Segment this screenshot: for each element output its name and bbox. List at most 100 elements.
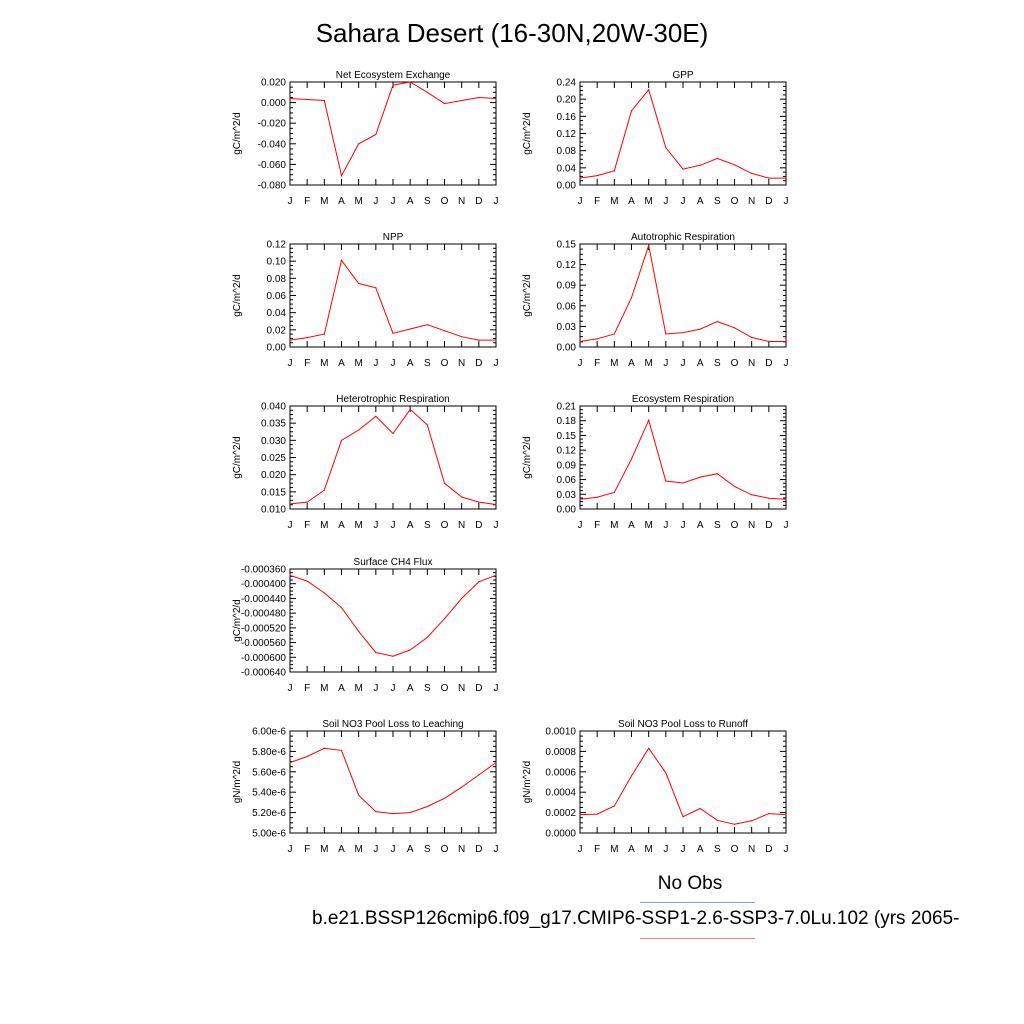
x-tick-label: A [407,358,414,369]
x-tick-label: N [748,358,755,369]
x-tick-label: S [714,196,721,207]
chart-panel: NPP gC/m^2/d 0.00 0.02 0.04 0.06 0.08 0.10 0.12 J… [232,232,499,369]
x-tick-label: O [441,358,449,369]
x-tick-label: A [628,844,635,855]
data-point [785,814,787,816]
y-tick-label: 0.04 [267,308,287,319]
data-point [682,168,684,170]
chart-panel: GPP gC/m^2/d 0.00 0.04 0.08 0.12 0.16 0.20 0.24 J… [522,70,789,207]
data-point [478,339,480,341]
x-tick-label: D [765,844,772,855]
data-point [340,607,343,609]
data-point [289,503,291,505]
plot-frame [289,243,497,348]
data-point [426,424,428,426]
y-axis-label: gN/m^2/d [522,761,533,804]
y-tick-label: 0.04 [557,163,577,174]
data-point [306,755,308,758]
x-tick-label: J [663,520,668,531]
chart-title: Ecosystem Respiration [632,394,734,405]
x-tick-label: J [373,520,378,531]
x-tick-label: S [714,358,721,369]
data-point [495,339,497,341]
data-point [768,497,770,499]
x-tick-label: A [628,358,635,369]
data-point [409,812,411,814]
data-point [426,91,428,93]
x-tick-label: D [475,844,482,855]
data-point [306,98,308,101]
x-tick-label: F [304,683,310,694]
chart-title: Net Ecosystem Exchange [336,70,451,81]
plot-frame [579,730,787,834]
data-point [768,177,770,179]
x-tick-label: D [765,358,772,369]
data-point [648,89,650,91]
y-tick-label: -0.040 [258,139,287,150]
x-tick-label: D [475,196,482,207]
data-point [478,501,480,503]
x-tick-label: A [338,683,345,694]
y-tick-label: 0.0008 [545,747,576,758]
x-tick-label: J [391,520,396,531]
x-tick-label: D [765,196,772,207]
y-tick-label: 0.06 [267,291,287,302]
data-point [461,496,463,498]
data-point [375,287,377,289]
y-tick-label: 0.015 [261,487,286,498]
y-tick-label: 0.020 [261,78,286,89]
x-tick-label: J [373,844,378,855]
data-point [323,333,325,335]
x-tick-label: M [320,844,328,855]
x-tick-label: S [424,358,431,369]
legend-model-line [640,938,755,939]
y-tick-label: 6.00e-6 [252,727,286,738]
x-tick-label: J [663,196,668,207]
x-tick-label: D [765,520,772,531]
y-tick-label: -0.000400 [241,579,286,590]
x-tick-label: O [441,844,449,855]
y-tick-label: 0.025 [261,453,286,464]
x-tick-label: M [354,358,362,369]
y-tick-label: 0.20 [557,95,577,106]
data-point [613,333,615,335]
data-point [699,807,701,810]
chart-panel: Ecosystem Respiration gC/m^2/d 0.00 0.03 0.0… [522,394,789,531]
x-tick-label: J [681,196,686,207]
x-tick-label: A [697,196,704,207]
x-tick-label: S [424,683,431,694]
y-tick-label: 0.03 [557,490,577,501]
y-tick-label: -0.000480 [241,609,286,620]
series-line [579,243,786,342]
data-point [323,747,325,749]
data-point [630,110,633,112]
x-tick-label: D [475,520,482,531]
data-point [443,797,446,799]
x-tick-label: M [320,520,328,531]
x-tick-label: O [441,196,449,207]
x-tick-label: M [354,683,362,694]
data-point [426,324,428,326]
x-tick-label: A [697,358,704,369]
data-point [306,580,308,582]
data-point [340,259,343,261]
data-point [751,172,753,175]
data-point [478,774,480,776]
x-tick-label: N [458,683,465,694]
data-point [699,476,701,478]
data-point [340,439,343,441]
data-point [375,415,377,417]
y-axis-label: gC/m^2/d [232,599,243,642]
x-tick-label: F [304,844,310,855]
chart-panel: Autotrophic Respiration gC/m^2/d 0.00 0.03 0… [522,232,789,369]
x-tick-label: M [354,520,362,531]
x-tick-label: J [391,358,396,369]
y-tick-label: 0.030 [261,436,286,447]
data-point [613,491,615,493]
y-tick-label: 0.040 [261,402,286,413]
y-tick-label: 0.08 [557,146,577,157]
plot-frame [579,243,787,348]
x-tick-label: J [578,520,583,531]
data-point [751,494,753,496]
